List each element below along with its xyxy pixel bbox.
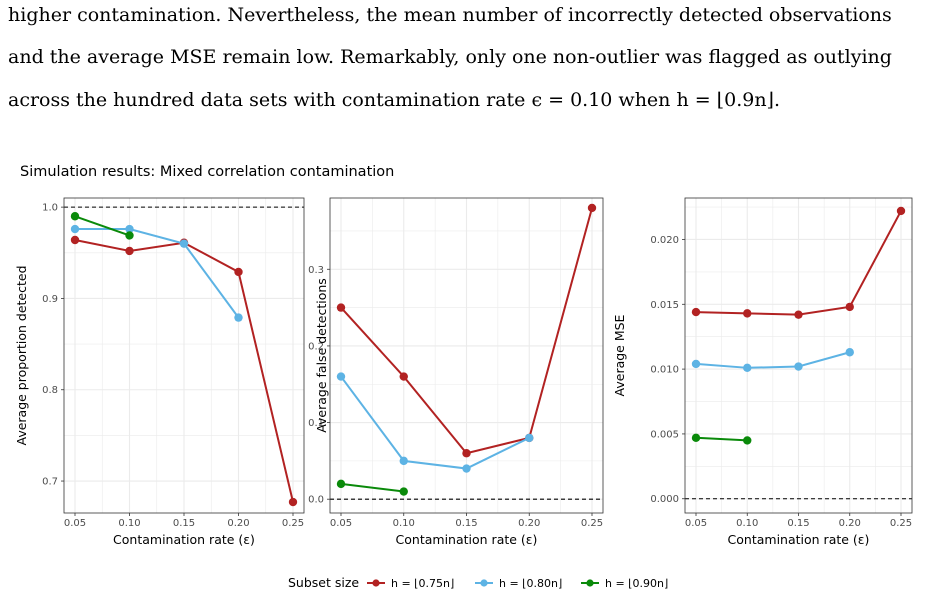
y-axis-label: Average MSE (612, 314, 627, 396)
y-tick-label: 0.0 (308, 495, 324, 506)
y-tick-label: 0.3 (308, 265, 324, 276)
x-tick-label: 0.10 (118, 518, 140, 529)
data-point (845, 302, 854, 312)
x-axis-label: Contamination rate (ε) (396, 532, 538, 547)
data-point (691, 433, 701, 443)
legend-key-point (480, 579, 488, 587)
figure-title: Simulation results: Mixed correlation co… (20, 164, 395, 180)
data-point (336, 303, 346, 312)
x-tick-label: 0.05 (64, 518, 86, 529)
x-tick-label: 0.25 (282, 518, 304, 529)
x-tick-label: 0.15 (173, 518, 195, 529)
series-line-3 (340, 482, 404, 493)
y-tick-label: 0.005 (650, 429, 679, 440)
y-tick-label: 0.015 (650, 300, 679, 311)
data-point (70, 235, 80, 245)
data-point (234, 267, 243, 277)
y-tick-label: 0.010 (650, 365, 679, 376)
series-line-2 (340, 375, 530, 470)
x-tick-label: 0.05 (330, 518, 352, 529)
data-point (399, 487, 408, 496)
data-point (288, 497, 298, 507)
x-tick-label: 0.05 (685, 518, 707, 529)
y-tick-label: 0.9 (42, 294, 58, 305)
y-tick-label: 0.7 (42, 477, 58, 488)
series-line-2 (695, 351, 851, 369)
x-tick-label: 0.20 (227, 518, 249, 529)
x-tick-label: 0.20 (518, 518, 540, 529)
legend-entry-label: h = ⌊0.75n⌋ (391, 577, 454, 590)
y-axis-label: Average false detections (314, 278, 329, 433)
paragraph-line-2: and the average MSE remain low. Remarkab… (8, 46, 892, 68)
data-point (794, 362, 803, 371)
legend: Subset size h = ⌊0.75n⌋ h = ⌊0.80n⌋ h = ⌊0.… (288, 575, 668, 590)
data-point (587, 203, 597, 213)
data-point (125, 246, 134, 256)
data-point (794, 310, 803, 319)
data-point (462, 449, 471, 458)
x-axis-label: Contamination rate (ε) (113, 532, 255, 547)
data-point (70, 212, 80, 221)
x-axis-label: Contamination rate (ε) (728, 532, 870, 547)
data-point (525, 433, 534, 443)
data-point (336, 372, 346, 381)
data-point (399, 456, 408, 466)
data-point (125, 231, 134, 240)
y-tick-label: 1.0 (42, 203, 58, 214)
x-tick-label: 0.20 (839, 518, 861, 529)
series-line-2 (75, 228, 240, 319)
data-point (70, 224, 80, 234)
chart-panel-2: 0.05 0.10 0.15 0.20 0.25 0.0 0.1 0.2 0.3 Contamin… (308, 197, 604, 547)
data-point (743, 309, 752, 318)
x-tick-label: 0.25 (890, 518, 912, 529)
data-point (691, 307, 701, 317)
x-tick-label: 0.10 (736, 518, 758, 529)
x-tick-label: 0.15 (455, 518, 477, 529)
x-tick-label: 0.25 (581, 518, 603, 529)
data-point (336, 479, 346, 489)
series-line-3 (74, 215, 130, 237)
paragraph-line-3: across the hundred data sets with contam… (8, 89, 781, 111)
y-axis-label: Average proportion detected (14, 265, 29, 445)
series-line-3 (695, 436, 748, 442)
data-point (179, 239, 189, 248)
data-point (743, 363, 752, 373)
y-tick-label: 0.2 (308, 341, 324, 352)
data-point (125, 224, 134, 234)
legend-title: Subset size (288, 575, 359, 590)
legend-key-point (586, 579, 594, 587)
data-point (399, 372, 408, 381)
data-point (845, 348, 854, 357)
x-tick-label: 0.10 (393, 518, 415, 529)
y-tick-label: 0.000 (650, 494, 679, 505)
y-tick-label: 0.020 (650, 235, 679, 246)
paragraph-line-1: higher contamination. Nevertheless, the … (8, 4, 892, 26)
legend-entry-label: h = ⌊0.90n⌋ (605, 577, 668, 590)
data-point (896, 206, 906, 216)
y-tick-label: 0.8 (42, 385, 58, 396)
data-point (743, 436, 752, 445)
data-point (234, 313, 243, 322)
legend-key-point (372, 579, 380, 587)
chart-panel-1: 0.05 0.10 0.15 0.20 0.25 0.7 0.8 0.9 1.0 Contamin… (14, 197, 305, 547)
y-tick-label: 0.1 (308, 418, 324, 429)
data-point (691, 359, 701, 369)
chart-panel-3: 0.05 0.10 0.15 0.20 0.25 0.000 0.005 0.010 0.015… (612, 197, 913, 547)
data-point (462, 464, 471, 473)
legend-entry-label: h = ⌊0.80n⌋ (499, 577, 562, 590)
x-tick-label: 0.15 (787, 518, 809, 529)
